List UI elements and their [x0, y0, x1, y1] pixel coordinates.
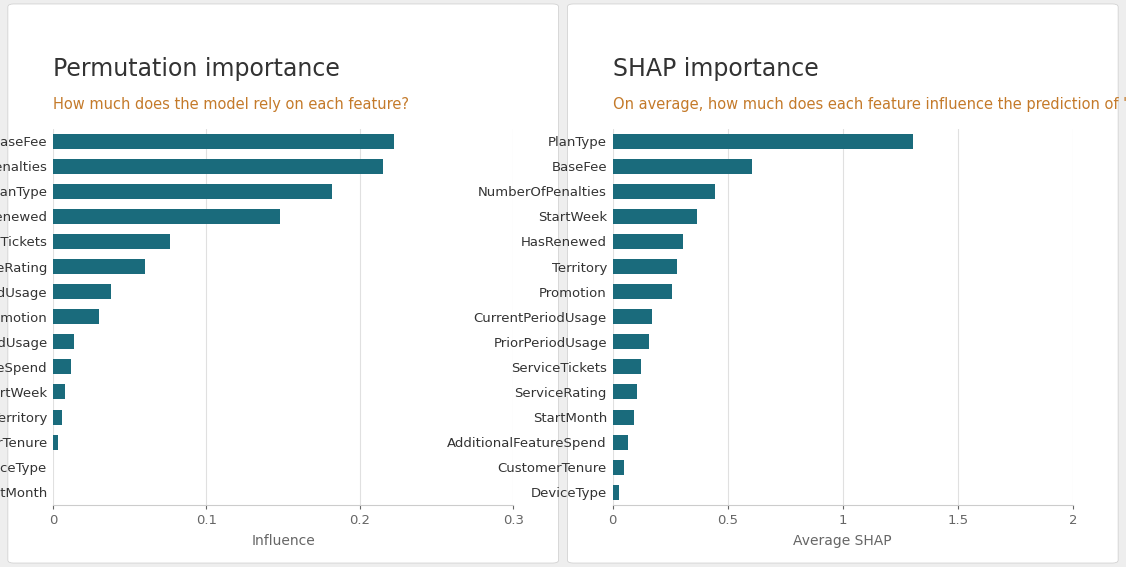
Bar — [613, 259, 677, 274]
Bar — [53, 259, 145, 274]
Bar — [613, 209, 697, 224]
X-axis label: Influence: Influence — [251, 534, 315, 548]
Bar — [53, 184, 332, 199]
Text: On average, how much does each feature influence the prediction of 'Churned'?: On average, how much does each feature i… — [613, 96, 1126, 112]
Bar — [613, 159, 752, 174]
Bar — [613, 234, 683, 249]
Bar — [53, 335, 74, 349]
Bar — [613, 460, 624, 475]
Bar — [53, 209, 280, 224]
Text: How much does the model rely on each feature?: How much does the model rely on each fea… — [53, 96, 409, 112]
X-axis label: Average SHAP: Average SHAP — [794, 534, 892, 548]
Bar — [613, 335, 649, 349]
Bar — [53, 384, 65, 400]
Bar — [613, 184, 715, 199]
Bar — [613, 485, 619, 500]
Bar — [53, 435, 57, 450]
Bar — [53, 359, 71, 374]
Bar — [53, 409, 62, 425]
Bar — [613, 435, 628, 450]
Bar — [613, 409, 634, 425]
Bar — [613, 359, 642, 374]
Bar — [53, 284, 111, 299]
Bar — [53, 309, 99, 324]
Bar — [613, 309, 652, 324]
Bar — [53, 159, 383, 174]
Bar — [53, 134, 394, 149]
Text: Permutation importance: Permutation importance — [53, 57, 340, 81]
Text: SHAP importance: SHAP importance — [613, 57, 819, 81]
Bar — [613, 284, 672, 299]
Bar — [613, 384, 637, 400]
Bar — [53, 234, 170, 249]
Bar — [613, 134, 913, 149]
